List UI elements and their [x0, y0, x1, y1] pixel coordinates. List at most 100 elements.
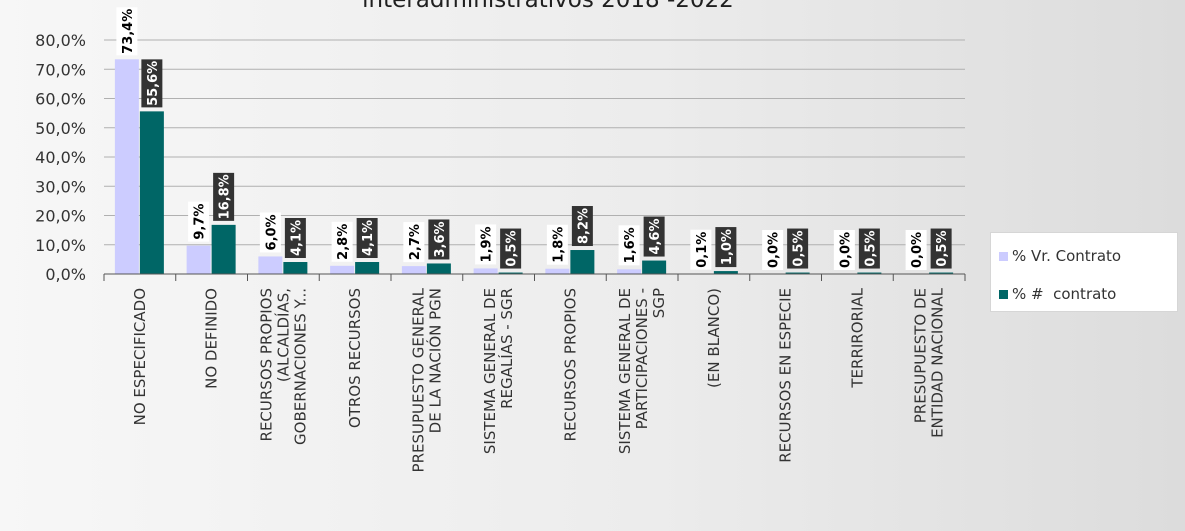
data-label-vr-contrato: 0,0%	[762, 230, 784, 270]
data-label-box	[188, 201, 210, 242]
bar-num-contrato	[857, 272, 882, 274]
data-label-vr-contrato: 1,6%	[618, 225, 640, 266]
x-tick-label: REGALÍAS - SGR	[497, 288, 516, 409]
data-label-num-contrato: 4,6%	[643, 216, 665, 257]
data-label-box	[500, 228, 522, 269]
x-tick-label: GOBERNACIONES Y...	[291, 288, 309, 445]
data-label-text: 0,0%	[767, 232, 782, 268]
data-label-num-contrato: 0,5%	[858, 228, 880, 269]
data-label-box	[259, 212, 281, 253]
y-tick-label: 50,0%	[35, 119, 86, 138]
data-label-num-contrato: 3,6%	[428, 219, 450, 260]
x-tick-label: RECURSOS PROPIOS	[257, 288, 275, 441]
data-label-box	[213, 172, 235, 221]
bar-vr-contrato	[545, 268, 570, 274]
data-label-text: 0,5%	[792, 231, 807, 267]
x-tick-label: NO ESPECIFICADO	[131, 288, 149, 425]
data-label-text: 0,5%	[935, 231, 950, 267]
bar-num-contrato	[426, 263, 451, 274]
data-label-text: 0,0%	[838, 232, 853, 268]
data-label-vr-contrato: 73,4%	[116, 7, 138, 56]
y-tick-label: 20,0%	[35, 207, 86, 226]
data-label-text: 8,2%	[576, 208, 591, 244]
bar-num-contrato	[139, 111, 164, 275]
legend: % Vr. Contrato % # contrato	[990, 232, 1178, 312]
bar-num-contrato	[570, 250, 595, 274]
bars	[114, 59, 954, 275]
y-tick-label: 40,0%	[35, 148, 86, 167]
data-label-num-contrato: 8,2%	[571, 206, 593, 247]
data-label-num-contrato: 0,5%	[930, 228, 952, 269]
data-label-text: 0,5%	[863, 231, 878, 267]
bar-vr-contrato	[186, 245, 211, 274]
data-label-box	[643, 216, 665, 257]
axes: 0,0% 10,0% 20,0% 30,0% 40,0% 50,0% 60,0% 70,0% 8…	[35, 31, 966, 472]
x-tick-label: NO DEFINIDO	[203, 288, 221, 389]
legend-label-num-contrato: % # contrato	[1012, 285, 1117, 303]
bar-num-contrato	[355, 262, 380, 274]
x-tick-label: TERRIRORIAL	[848, 287, 866, 388]
data-label-box	[858, 228, 880, 269]
data-label-text: 2,7%	[408, 224, 423, 260]
data-label-text: 9,7%	[193, 204, 208, 240]
data-label-vr-contrato: 0,0%	[833, 230, 855, 270]
data-label-box	[762, 230, 784, 270]
x-tick-label: SGP	[650, 288, 668, 318]
data-label-text: 4,6%	[648, 219, 663, 255]
data-label-box	[930, 228, 952, 269]
data-label-text: 1,8%	[551, 227, 566, 263]
x-tick-label: RECURSOS PROPIOS	[561, 288, 579, 441]
x-tick-label: RECURSOS EN ESPECIE	[777, 288, 795, 463]
y-tick-label: 60,0%	[35, 90, 86, 109]
data-label-box	[428, 219, 450, 260]
legend-swatch-num-contrato	[999, 289, 1008, 299]
data-label-text: 55,6%	[146, 61, 161, 106]
data-label-text: 16,8%	[218, 174, 233, 219]
data-label-box	[618, 225, 640, 266]
y-tick-label: 30,0%	[35, 177, 86, 196]
data-label-box	[116, 7, 138, 56]
x-tick-label: (EN BLANCO)	[705, 288, 723, 388]
data-label-vr-contrato: 1,9%	[475, 224, 497, 265]
data-label-box	[905, 230, 927, 270]
data-label-vr-contrato: 2,7%	[403, 222, 425, 263]
data-label-box	[787, 228, 809, 269]
data-label-box	[331, 221, 353, 262]
data-label-box	[546, 224, 568, 265]
data-label-text: 73,4%	[121, 9, 136, 54]
data-label-box	[690, 229, 712, 270]
data-label-vr-contrato: 1,8%	[546, 224, 568, 265]
y-tick-label: 10,0%	[35, 236, 86, 255]
data-label-box	[403, 222, 425, 263]
bar-num-contrato	[929, 272, 954, 274]
bar-num-contrato	[713, 271, 738, 274]
data-label-num-contrato: 1,0%	[715, 227, 737, 268]
bar-vr-contrato	[330, 265, 355, 274]
x-tick-label: PARTICIPACIONES -	[633, 288, 651, 429]
x-tick-label: PRESUPUESTO GENERAL	[409, 287, 427, 472]
data-label-text: 0,1%	[695, 232, 710, 268]
data-label-text: 0,0%	[910, 232, 925, 268]
data-label-box	[715, 227, 737, 268]
data-label-text: 1,6%	[623, 227, 638, 263]
bar-vr-contrato	[258, 256, 283, 274]
data-label-box	[284, 218, 306, 259]
data-labels: 73,4% 55,6% 9,7% 16,8% 6,0% 4,1% 2,8% 4,1% 2,7% 3…	[116, 7, 952, 270]
x-tick-label: (ALCALDÍAS,	[273, 288, 292, 382]
data-label-vr-contrato: 2,8%	[331, 221, 353, 262]
x-tick-label: SISTEMA GENERAL DE	[616, 288, 634, 454]
data-label-num-contrato: 4,1%	[356, 218, 378, 259]
y-tick-label: 0,0%	[45, 265, 86, 284]
data-label-box	[141, 59, 163, 108]
data-label-text: 3,6%	[433, 221, 448, 257]
data-label-text: 4,1%	[289, 220, 304, 256]
bar-num-contrato	[785, 272, 810, 274]
data-label-num-contrato: 16,8%	[213, 172, 235, 221]
data-label-box	[356, 218, 378, 259]
bar-num-contrato	[283, 262, 308, 274]
data-label-vr-contrato: 9,7%	[188, 201, 210, 242]
x-tick-label: SISTEMA GENERAL DE	[481, 288, 499, 454]
data-label-box	[571, 206, 593, 247]
